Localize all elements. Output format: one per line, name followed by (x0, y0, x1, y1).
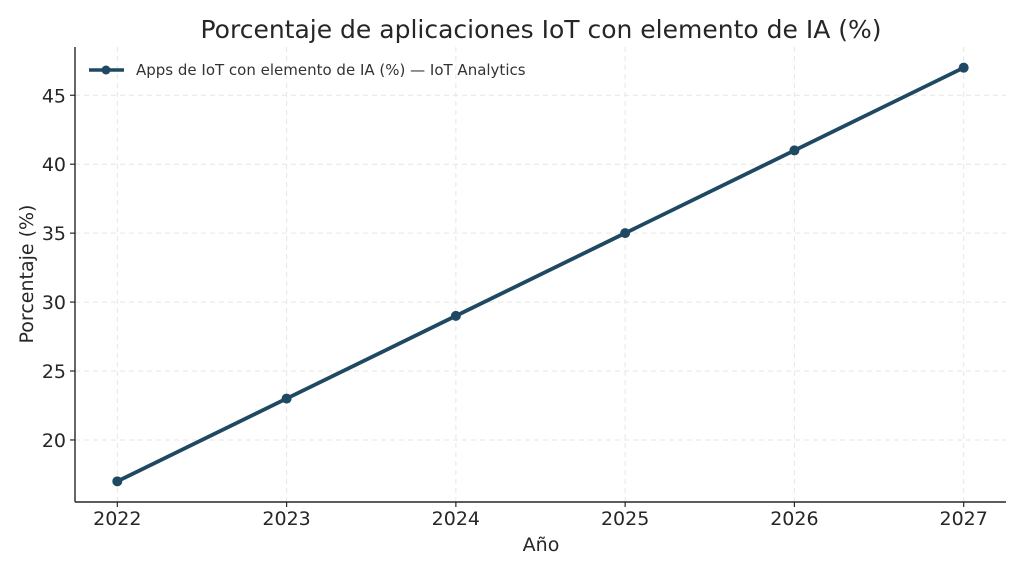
y-axis-label: Porcentaje (%) (16, 205, 38, 344)
data-point-2023 (281, 393, 292, 404)
y-tick-label-25: 25 (42, 361, 66, 383)
x-tick-label-2022: 2022 (93, 508, 141, 530)
y-tick-label-40: 40 (42, 154, 66, 176)
y-tick-label-35: 35 (42, 223, 66, 245)
x-tick-label-2027: 2027 (940, 508, 988, 530)
series-line-0 (115, 65, 966, 484)
legend: Apps de IoT con elemento de IA (%) — IoT… (89, 61, 526, 79)
x-tick-label-2025: 2025 (601, 508, 649, 530)
grid-lines (75, 47, 1006, 502)
y-tick-label-45: 45 (42, 85, 66, 107)
y-tick-label-30: 30 (42, 292, 66, 314)
legend-marker-swatch (101, 65, 111, 75)
x-tick-label-2024: 2024 (432, 508, 480, 530)
data-point-2027 (958, 62, 969, 73)
x-tick-label-2026: 2026 (770, 508, 818, 530)
y-tick-label-20: 20 (42, 430, 66, 452)
data-point-2022 (112, 476, 123, 487)
series-layer (112, 62, 969, 487)
data-point-2025 (620, 228, 631, 239)
data-point-2024 (450, 310, 461, 321)
data-point-2026 (789, 145, 800, 156)
chart-title: Porcentaje de aplicaciones IoT con eleme… (200, 15, 881, 44)
legend-label: Apps de IoT con elemento de IA (%) — IoT… (136, 61, 526, 79)
x-axis-label: Año (523, 534, 560, 556)
x-tick-label-2023: 2023 (262, 508, 310, 530)
